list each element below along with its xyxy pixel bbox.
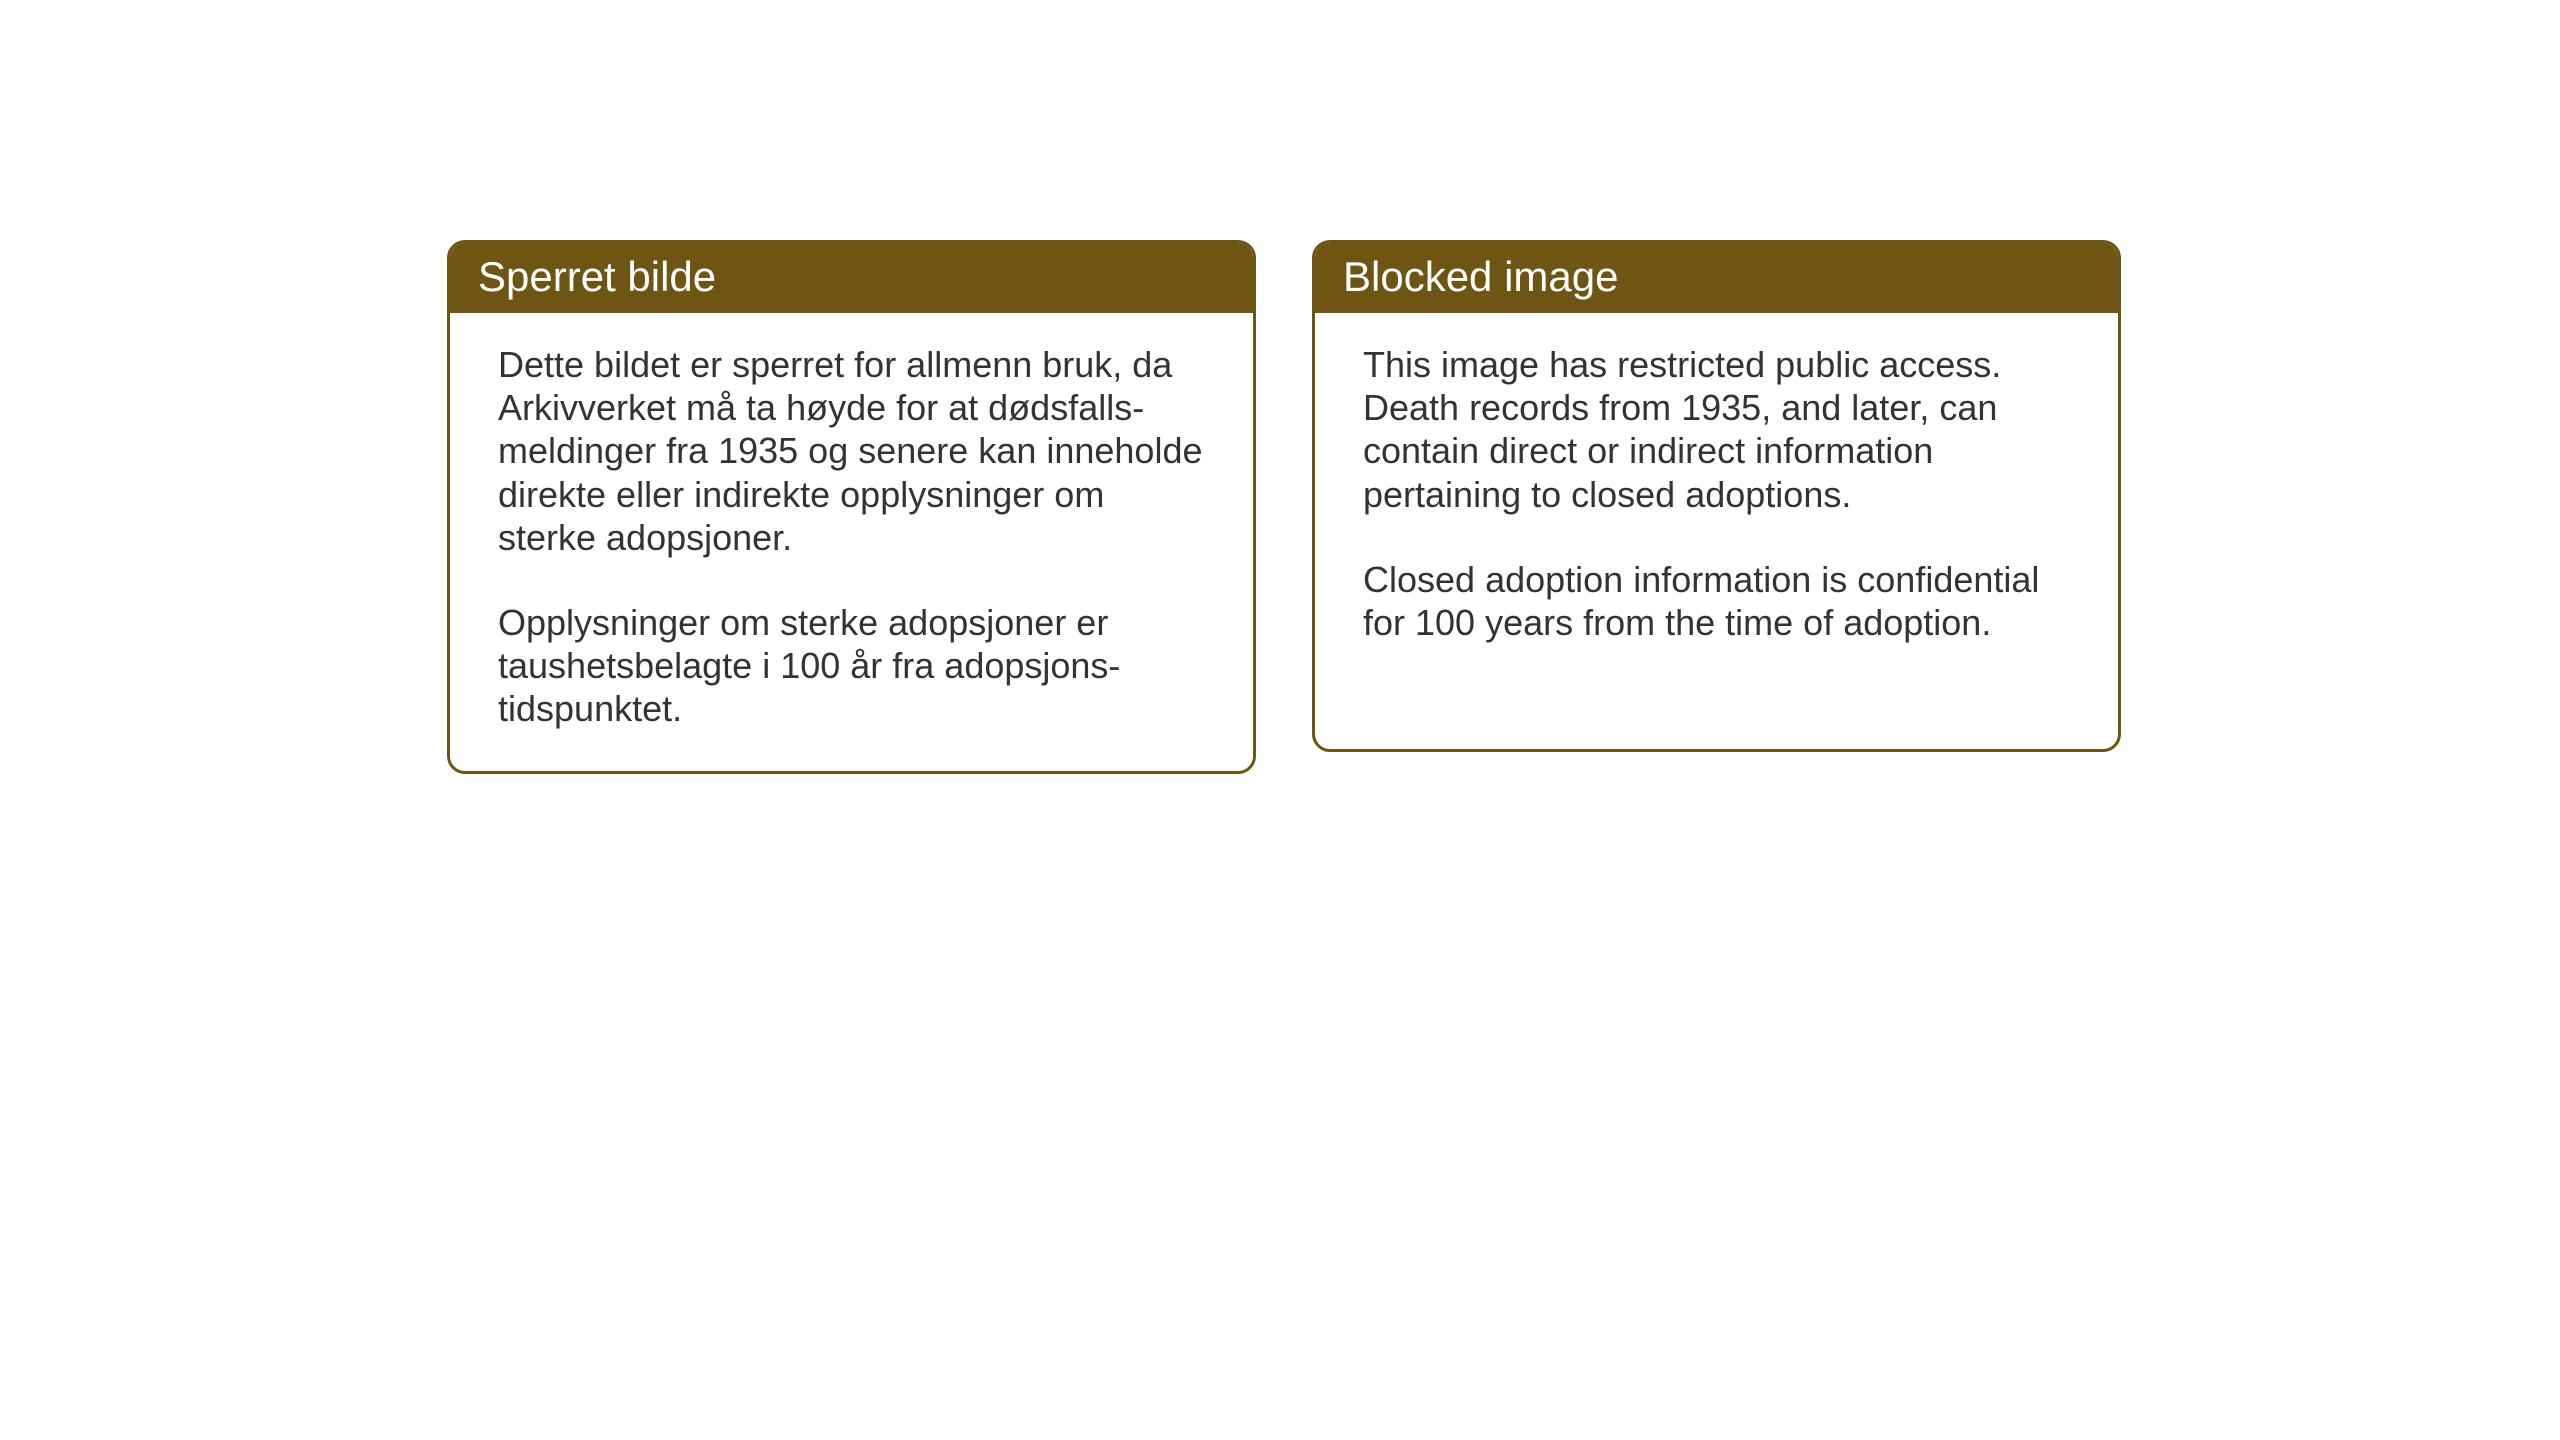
blocked-image-card-norwegian: Sperret bilde Dette bildet er sperret fo… <box>447 240 1256 774</box>
paragraph-text: Opplysninger om sterke adopsjoner er tau… <box>498 601 1205 731</box>
cards-container: Sperret bilde Dette bildet er sperret fo… <box>447 240 2121 774</box>
paragraph-text: This image has restricted public access.… <box>1363 343 2070 516</box>
blocked-image-card-english: Blocked image This image has restricted … <box>1312 240 2121 752</box>
paragraph-text: Closed adoption information is confident… <box>1363 558 2070 644</box>
card-header-norwegian: Sperret bilde <box>450 243 1253 313</box>
card-body-english: This image has restricted public access.… <box>1315 313 2118 684</box>
card-body-norwegian: Dette bildet er sperret for allmenn bruk… <box>450 313 1253 771</box>
card-header-english: Blocked image <box>1315 243 2118 313</box>
paragraph-text: Dette bildet er sperret for allmenn bruk… <box>498 343 1205 559</box>
